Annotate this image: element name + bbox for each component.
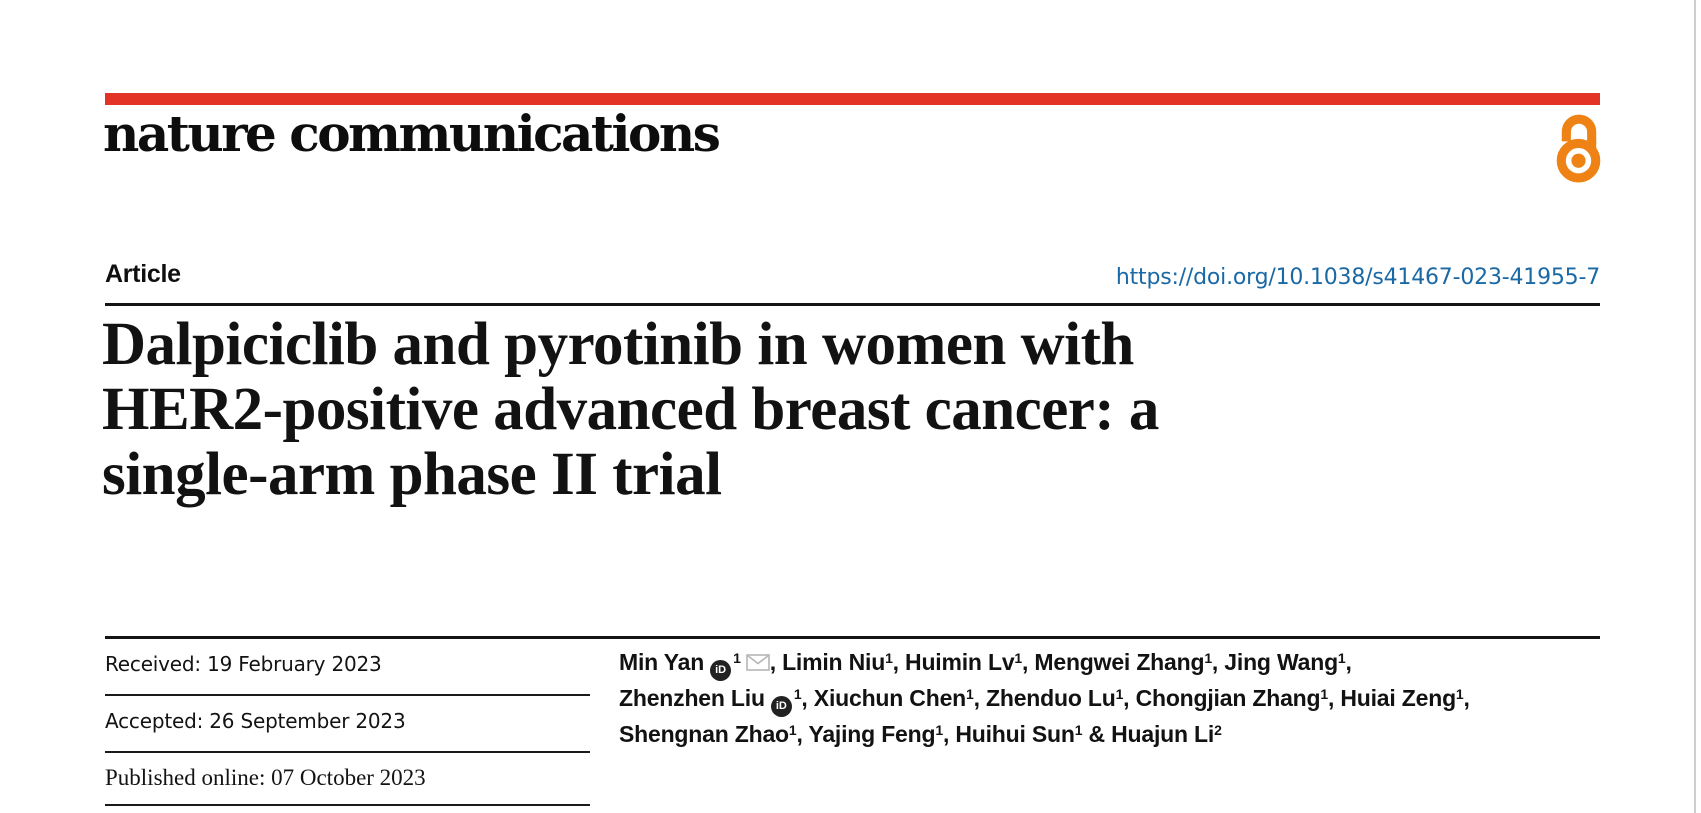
author-name: Huihui Sun — [955, 721, 1075, 747]
author-name: Mengwei Zhang — [1034, 649, 1205, 675]
open-access-icon — [1556, 110, 1601, 188]
author-name: Zhenzhen Liu — [619, 685, 765, 711]
journal-accent-bar — [105, 93, 1600, 105]
author-affiliation-superscript: 1 — [733, 650, 741, 666]
author-separator: , — [892, 649, 906, 675]
accepted-date: Accepted: 26 September 2023 — [105, 709, 406, 733]
title-top-divider — [105, 303, 1600, 306]
title-line-2: HER2-positive advanced breast cancer: a — [102, 376, 1159, 443]
article-title: Dalpiciclib and pyrotinib in women with … — [102, 312, 1502, 507]
journal-logo: nature communications — [103, 104, 721, 163]
author-affiliation-superscript: 2 — [1214, 722, 1222, 738]
author-separator: , — [942, 721, 956, 747]
title-line-3: single-arm phase II trial — [102, 441, 722, 508]
published-date: Published online: 07 October 2023 — [105, 765, 426, 790]
author-affiliation-superscript: 1 — [966, 686, 974, 702]
page-right-edge — [1694, 0, 1696, 813]
author-name: Limin Niu — [782, 649, 886, 675]
orcid-icon[interactable]: iD — [770, 696, 792, 717]
author-separator: , — [796, 721, 809, 747]
author-affiliation-superscript: 1 — [885, 650, 893, 666]
title-line-1: Dalpiciclib and pyrotinib in women with — [102, 311, 1134, 378]
author-name: Shengnan Zhao — [619, 721, 789, 747]
author-affiliation-superscript: 1 — [788, 722, 797, 738]
author-affiliation-superscript: 1 — [1115, 686, 1124, 702]
author-name: Huajun Li — [1111, 721, 1215, 747]
author-separator: , — [1463, 685, 1470, 711]
author-affiliation-superscript: 1 — [1014, 650, 1023, 666]
date-divider — [105, 751, 590, 753]
author-affiliation-superscript: 1 — [1074, 722, 1083, 738]
orcid-icon[interactable]: iD — [710, 660, 732, 681]
author-line: Shengnan Zhao1, Yajing Feng1, Huihui Sun… — [619, 717, 1619, 752]
author-name: Min Yan — [619, 649, 705, 675]
author-separator: , — [1327, 685, 1341, 711]
date-divider — [105, 694, 590, 696]
author-separator: , — [1211, 649, 1225, 675]
author-separator: , — [801, 685, 814, 711]
author-name: Chongjian Zhang — [1135, 685, 1321, 711]
author-name: Zhenduo Lu — [986, 685, 1116, 711]
author-name: Xiuchun Chen — [813, 685, 967, 711]
author-name: Huimin Lv — [905, 649, 1015, 675]
email-icon[interactable] — [745, 646, 770, 681]
author-separator: , — [973, 685, 986, 711]
author-affiliation-superscript: 1 — [1455, 686, 1464, 702]
author-name: Jing Wang — [1224, 649, 1338, 675]
author-separator: , — [1123, 685, 1136, 711]
author-separator: , — [1345, 649, 1352, 675]
author-affiliation-superscript: 1 — [1337, 650, 1346, 666]
author-line: Zhenzhen Liu iD1, Xiuchun Chen1, Zhenduo … — [619, 681, 1619, 717]
author-affiliation-superscript: 1 — [793, 686, 802, 702]
author-affiliation-superscript: 1 — [1204, 650, 1212, 666]
doi-link[interactable]: https://doi.org/10.1038/s41467-023-41955… — [1115, 265, 1600, 290]
author-name: Yajing Feng — [808, 721, 936, 747]
author-separator: , — [1022, 649, 1035, 675]
author-affiliation-superscript: 1 — [1320, 686, 1328, 702]
author-name: Huiai Zeng — [1340, 685, 1456, 711]
byline-top-divider — [105, 636, 1600, 639]
received-date: Received: 19 February 2023 — [105, 652, 382, 676]
author-affiliation-superscript: 1 — [935, 722, 943, 738]
authors-block: Min Yan iD1, Limin Niu1, Huimin Lv1, Meng… — [619, 645, 1619, 752]
article-type-label: Article — [105, 260, 181, 288]
author-separator: & — [1082, 721, 1112, 747]
date-divider — [105, 804, 590, 806]
author-line: Min Yan iD1, Limin Niu1, Huimin Lv1, Meng… — [619, 645, 1619, 681]
author-separator: , — [769, 649, 783, 675]
